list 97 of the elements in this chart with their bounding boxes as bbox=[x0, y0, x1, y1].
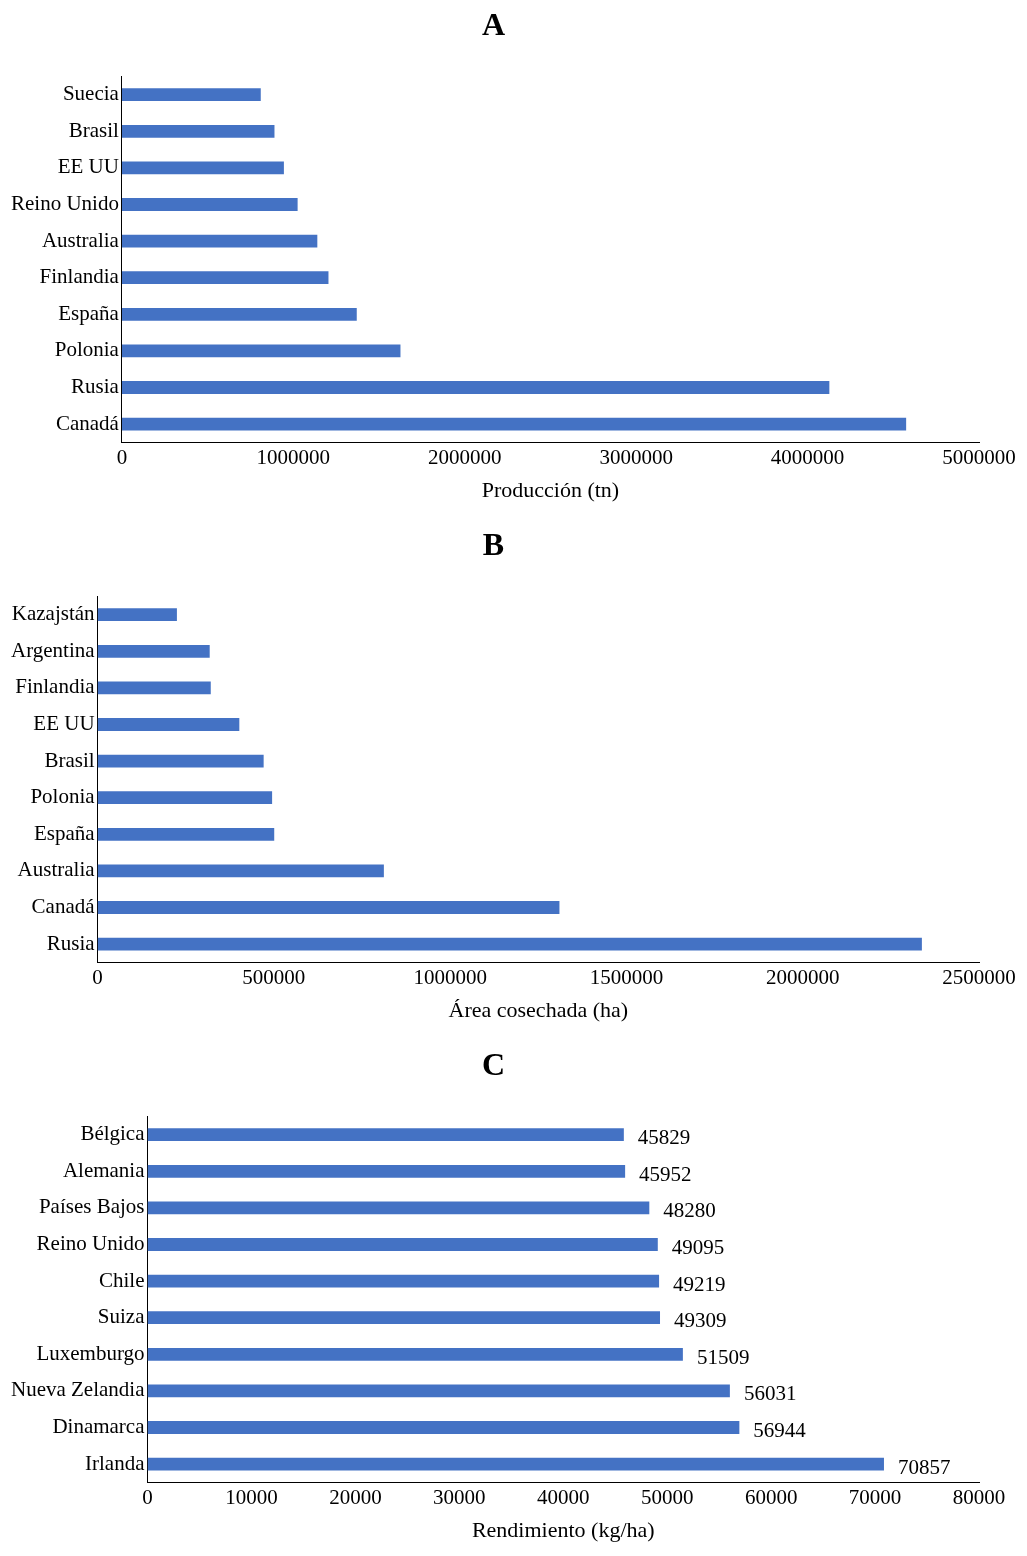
y-tick-label: Polonia bbox=[54, 337, 120, 362]
y-tick-label: EE UU bbox=[33, 711, 95, 736]
bar bbox=[121, 88, 261, 102]
x-axis-title: Área cosechada (ha) bbox=[448, 996, 629, 1022]
x-tick-label: 1000000 bbox=[413, 964, 487, 989]
y-tick-label: Australia bbox=[17, 857, 96, 882]
data-label: 49219 bbox=[673, 1271, 726, 1296]
y-tick-label: Luxemburgo bbox=[36, 1340, 145, 1365]
data-label: 45952 bbox=[639, 1161, 692, 1186]
bar bbox=[147, 1384, 730, 1398]
bar bbox=[121, 381, 830, 394]
y-tick-label: Alemania bbox=[62, 1157, 146, 1182]
data-label: 56031 bbox=[743, 1381, 797, 1406]
y-tick-label: Rusia bbox=[46, 930, 96, 955]
x-tick-label: 2000000 bbox=[428, 444, 502, 469]
bar bbox=[121, 417, 907, 431]
chart-title: C bbox=[481, 1046, 506, 1083]
x-tick-label: 30000 bbox=[433, 1484, 486, 1509]
bar bbox=[97, 681, 211, 695]
x-tick-label: 2500000 bbox=[942, 964, 1016, 989]
y-tick-label: EE UU bbox=[57, 154, 119, 179]
y-tick-label: Canadá bbox=[55, 410, 120, 435]
bar bbox=[121, 124, 275, 138]
y-tick-label: Argentina bbox=[11, 637, 96, 662]
bar bbox=[147, 1457, 884, 1471]
chart-title: A bbox=[481, 6, 506, 43]
bar bbox=[147, 1164, 626, 1178]
bar bbox=[97, 718, 240, 731]
x-tick-label: 60000 bbox=[744, 1484, 798, 1509]
x-tick-label: 4000000 bbox=[770, 444, 845, 469]
bar bbox=[147, 1128, 624, 1142]
y-tick-label: Irlanda bbox=[85, 1450, 146, 1475]
bar bbox=[97, 644, 210, 658]
bar bbox=[97, 901, 560, 914]
x-tick-label: 0 bbox=[142, 1484, 153, 1509]
y-tick-label: Polonia bbox=[30, 784, 96, 809]
bar bbox=[121, 161, 284, 175]
bar bbox=[97, 864, 384, 878]
y-tick-label: Brasil bbox=[44, 747, 95, 772]
x-tick-label: 0 bbox=[116, 444, 128, 469]
y-tick-label: Dinamarca bbox=[52, 1414, 146, 1439]
bar bbox=[147, 1311, 661, 1325]
bar bbox=[97, 827, 275, 841]
y-tick-label: España bbox=[33, 820, 96, 845]
x-tick-label: 500000 bbox=[242, 964, 306, 989]
bar bbox=[121, 198, 298, 211]
bar bbox=[147, 1421, 740, 1434]
y-tick-label: Suiza bbox=[97, 1304, 146, 1329]
x-tick-label: 80000 bbox=[952, 1484, 1006, 1509]
bar bbox=[147, 1201, 650, 1215]
y-tick-label: Finlandia bbox=[39, 264, 120, 289]
x-tick-label: 40000 bbox=[537, 1484, 590, 1509]
bar bbox=[121, 234, 318, 248]
x-tick-label: 1000000 bbox=[256, 444, 331, 469]
x-tick-label: 70000 bbox=[848, 1484, 902, 1509]
y-tick-label: Bélgica bbox=[80, 1121, 146, 1146]
data-label: 49095 bbox=[671, 1235, 725, 1260]
y-tick-label: Rusia bbox=[71, 374, 120, 399]
data-label: 45829 bbox=[637, 1125, 691, 1150]
bar bbox=[97, 754, 264, 768]
bar bbox=[121, 271, 329, 285]
x-tick-label: 3000000 bbox=[599, 444, 673, 469]
x-tick-label: 0 bbox=[92, 964, 103, 989]
y-tick-label: Kazajstán bbox=[11, 601, 96, 626]
x-axis-title: Rendimiento (kg/ha) bbox=[471, 1516, 655, 1542]
y-tick-label: Reino Unido bbox=[36, 1231, 145, 1256]
x-tick-label: 10000 bbox=[225, 1484, 278, 1509]
y-tick-label: Reino Unido bbox=[10, 191, 119, 216]
y-tick-label: Suecia bbox=[62, 81, 120, 106]
y-tick-label: España bbox=[58, 300, 120, 325]
x-tick-label: 1500000 bbox=[589, 964, 664, 989]
data-label: 48280 bbox=[663, 1198, 716, 1223]
bar bbox=[97, 608, 177, 622]
y-tick-label: Canadá bbox=[31, 894, 96, 919]
y-tick-label: Brasil bbox=[68, 117, 120, 142]
data-label: 49309 bbox=[674, 1308, 727, 1333]
bar bbox=[147, 1347, 683, 1361]
y-tick-label: Finlandia bbox=[15, 674, 96, 699]
y-tick-label: Países Bajos bbox=[38, 1194, 145, 1219]
x-tick-label: 50000 bbox=[640, 1484, 694, 1509]
bar bbox=[147, 1274, 660, 1288]
bar bbox=[97, 791, 273, 805]
chart-title: B bbox=[482, 526, 505, 563]
x-tick-label: 5000000 bbox=[942, 444, 1016, 469]
y-tick-label: Chile bbox=[99, 1267, 145, 1292]
x-axis-title: Producción (tn) bbox=[481, 476, 620, 502]
x-tick-label: 20000 bbox=[329, 1484, 382, 1509]
y-tick-label: Australia bbox=[41, 227, 120, 252]
bar bbox=[121, 307, 357, 321]
bar bbox=[147, 1238, 658, 1251]
bar bbox=[97, 937, 922, 951]
y-tick-label: Nueva Zelandia bbox=[10, 1377, 146, 1402]
data-label: 70857 bbox=[897, 1454, 951, 1479]
data-label: 51509 bbox=[696, 1344, 750, 1369]
x-tick-label: 2000000 bbox=[765, 964, 840, 989]
bar bbox=[121, 344, 401, 358]
data-label: 56944 bbox=[753, 1418, 807, 1443]
